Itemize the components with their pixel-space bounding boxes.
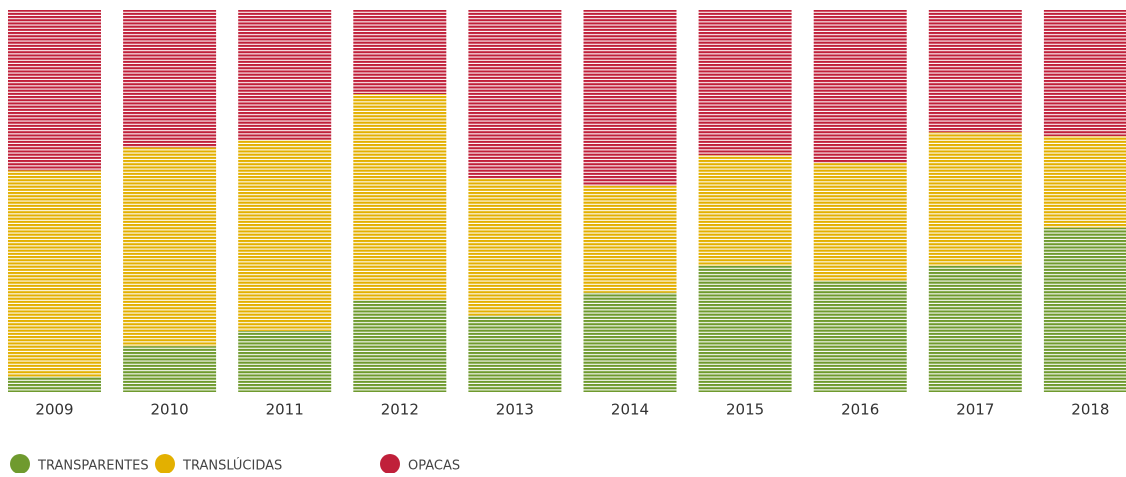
bar-segment xyxy=(353,10,447,95)
bar-segment xyxy=(698,155,792,266)
legend-label: TRANSLÚCIDAS xyxy=(182,458,282,474)
bar-segment xyxy=(468,10,562,179)
bar-segment xyxy=(123,346,217,392)
bar-segment xyxy=(8,376,101,392)
bar-segment xyxy=(583,10,677,186)
bar-segment xyxy=(928,10,1022,133)
x-tick-label: 2010 xyxy=(151,401,189,419)
bar-segment xyxy=(8,170,101,377)
x-tick-label: 2014 xyxy=(611,401,649,419)
bar-segment xyxy=(928,132,1022,266)
bar-segment xyxy=(583,292,677,392)
bar-segment xyxy=(698,265,792,392)
legend-label: TRANSPARENTES xyxy=(37,459,149,474)
x-tick-label: 2009 xyxy=(35,401,73,419)
bar-segment xyxy=(1043,10,1126,137)
bar-segment xyxy=(813,281,907,392)
bar-segment xyxy=(1043,136,1126,228)
bar-segment xyxy=(813,10,907,163)
bar-segment xyxy=(353,300,447,392)
x-tick-label: 2016 xyxy=(841,401,879,419)
x-tick-label: 2013 xyxy=(496,401,534,419)
x-tick-label: 2015 xyxy=(726,401,764,419)
x-tick-label: 2018 xyxy=(1071,401,1109,419)
x-tick-label: 2011 xyxy=(266,401,304,419)
bar-segment xyxy=(238,139,332,331)
bar-segment xyxy=(813,162,907,282)
bar-segment xyxy=(238,10,332,140)
bar-segment xyxy=(1043,227,1126,392)
bar-segment xyxy=(8,10,101,171)
bar-segment xyxy=(123,10,217,148)
legend-swatch xyxy=(380,454,400,474)
bar-segment xyxy=(468,315,562,392)
legend-swatch xyxy=(155,454,175,474)
bar-segment xyxy=(583,185,677,293)
bar-segment xyxy=(928,265,1022,392)
legend-label: OPACAS xyxy=(408,459,460,474)
x-tick-label: 2012 xyxy=(381,401,419,419)
x-tick-label: 2017 xyxy=(956,401,994,419)
bar-segment xyxy=(238,330,332,392)
bar-segment xyxy=(468,178,562,316)
bar-segment xyxy=(698,10,792,156)
bar-segment xyxy=(353,94,447,301)
bar-segment xyxy=(123,147,217,347)
legend-swatch xyxy=(10,454,30,474)
